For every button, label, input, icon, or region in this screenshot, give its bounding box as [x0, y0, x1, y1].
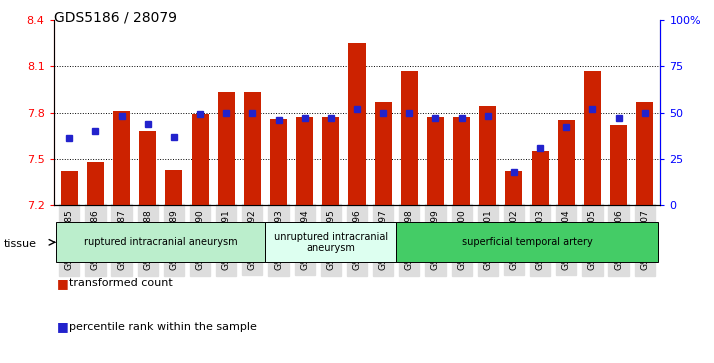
Bar — [87, 162, 104, 205]
Bar — [453, 117, 470, 205]
Bar — [191, 114, 208, 205]
Bar — [113, 111, 130, 205]
Bar — [296, 117, 313, 205]
Bar — [558, 120, 575, 205]
Bar — [584, 71, 601, 205]
Text: superficial temporal artery: superficial temporal artery — [462, 237, 593, 247]
Bar — [532, 151, 548, 205]
Bar — [348, 43, 366, 205]
Text: unruptured intracranial
aneurysm: unruptured intracranial aneurysm — [273, 232, 388, 253]
Bar — [322, 117, 339, 205]
Bar — [506, 171, 523, 205]
Text: ruptured intracranial aneurysm: ruptured intracranial aneurysm — [84, 237, 238, 247]
Bar — [401, 71, 418, 205]
Text: transformed count: transformed count — [69, 278, 173, 288]
FancyBboxPatch shape — [56, 222, 266, 262]
Bar — [166, 170, 182, 205]
Text: ■: ■ — [57, 277, 69, 290]
FancyBboxPatch shape — [266, 222, 396, 262]
Bar — [270, 119, 287, 205]
Bar — [636, 102, 653, 205]
Text: GDS5186 / 28079: GDS5186 / 28079 — [54, 11, 176, 25]
Bar — [218, 93, 235, 205]
Text: ■: ■ — [57, 320, 69, 333]
FancyBboxPatch shape — [396, 222, 658, 262]
Bar — [244, 93, 261, 205]
Bar — [427, 117, 444, 205]
Bar — [610, 125, 627, 205]
Text: percentile rank within the sample: percentile rank within the sample — [69, 322, 257, 332]
Text: tissue: tissue — [4, 239, 36, 249]
Bar — [139, 131, 156, 205]
Bar — [375, 102, 392, 205]
Bar — [61, 171, 78, 205]
Bar — [479, 106, 496, 205]
